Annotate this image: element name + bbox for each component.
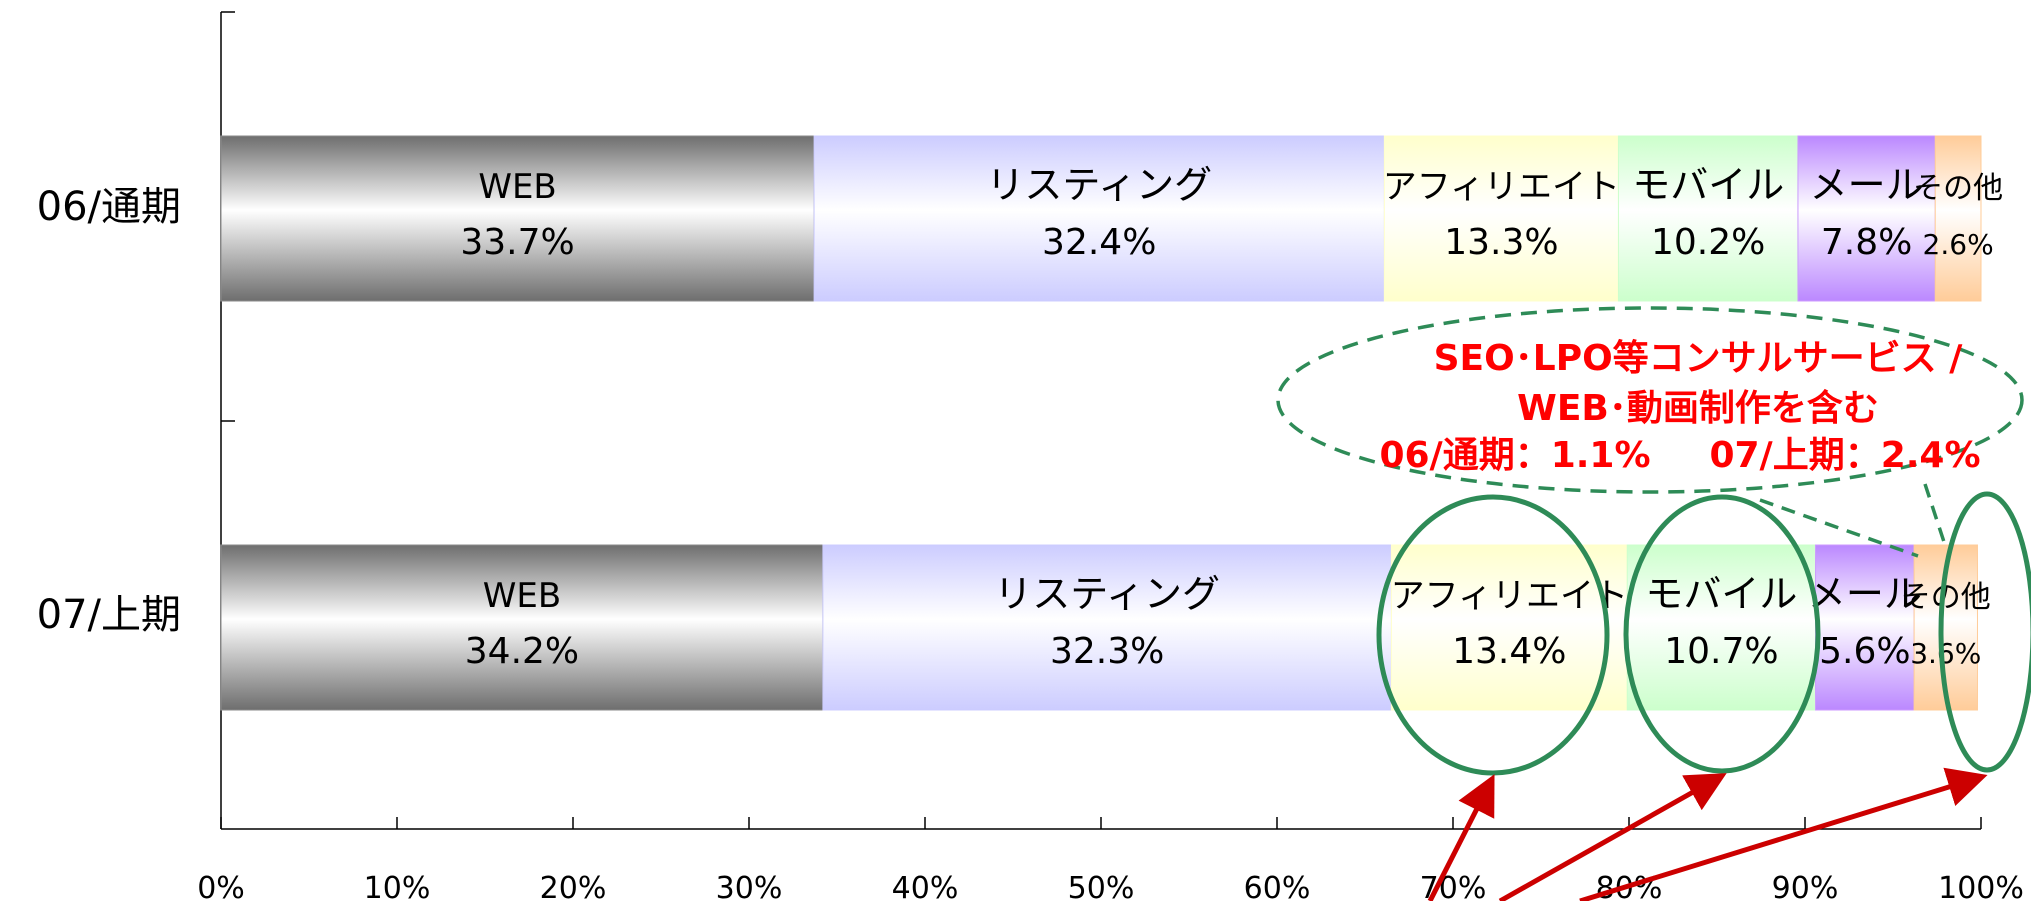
series-name-label: リスティング (994, 572, 1220, 616)
x-tick-label: 40% (892, 871, 959, 901)
bar-segment (1797, 135, 1936, 302)
bar-segment (1626, 544, 1817, 711)
series-name-label: モバイル (1632, 163, 1784, 207)
data-label: 2.6% (1923, 228, 1994, 261)
data-label: 3.6% (1910, 637, 1981, 670)
bar-segment (1934, 135, 1982, 302)
data-label: 5.6% (1819, 631, 1910, 672)
series-name-label: メール (1810, 163, 1924, 207)
x-tick-label: 50% (1068, 871, 1135, 901)
x-tick-label: 0% (197, 871, 245, 901)
data-label: 10.7% (1664, 631, 1778, 672)
x-tick-label: 30% (716, 871, 783, 901)
category-label: 06/通期 (37, 184, 181, 230)
series-name-label: その他 (1913, 171, 2003, 206)
x-tick-label: 60% (1244, 871, 1311, 901)
note-line: SEO･LPO等コンサルサービス / (1434, 338, 1964, 379)
series-name-label: WEB (478, 167, 556, 207)
data-label: 34.2% (465, 631, 579, 672)
red-arrow (1498, 773, 1727, 901)
data-label: 33.7% (460, 222, 574, 263)
x-tick-label: 10% (364, 871, 431, 901)
note-line: 06/通期：1.1% (1379, 435, 1650, 476)
series-name-label: リスティング (986, 163, 1212, 207)
bar-segment (1815, 544, 1915, 711)
bar-segment (1383, 135, 1619, 302)
red-arrow (1579, 767, 1988, 901)
data-label: 10.2% (1651, 222, 1765, 263)
annotations: SEO･LPO等コンサルサービス / WEB･動画制作を含む 06/通期：1.1% 0… (1276, 306, 2031, 901)
note-line: 07/上期：2.4% (1709, 435, 1980, 476)
highlight-circle (1623, 494, 1821, 774)
bars (220, 135, 1982, 711)
x-tick-label: 100% (1938, 871, 2024, 901)
bar-segment (822, 544, 1392, 711)
series-name-label: アフィリエイト (1383, 167, 1620, 207)
note-connector (1923, 483, 1947, 546)
x-tick-label: 20% (540, 871, 607, 901)
data-label: 32.4% (1042, 222, 1156, 263)
segment-labels: WEB 33.7% リスティング 32.4% アフィリエイト 13.3% モバイル 10.2%… (460, 163, 2003, 672)
series-name-label: メール (1808, 572, 1922, 616)
data-label: 13.3% (1444, 222, 1558, 263)
note-line: WEB･動画制作を含む (1517, 388, 1879, 429)
series-name-label: WEB (483, 576, 561, 616)
note-ellipse (1276, 306, 2024, 494)
axes: 0%10%20%30%40%50%60%70%80%90%100%06/通期07… (37, 11, 2024, 901)
x-tick-label: 90% (1772, 871, 1839, 901)
data-label: 7.8% (1821, 222, 1912, 263)
bar-segment (220, 544, 824, 711)
data-label: 32.3% (1050, 631, 1164, 672)
category-label: 07/上期 (37, 592, 181, 638)
bar-segment (813, 135, 1385, 302)
red-arrow (1427, 774, 1495, 901)
note-connector (1759, 498, 1919, 558)
highlight-circle (1376, 494, 1610, 776)
bar-segment (1390, 544, 1628, 711)
data-label: 13.4% (1452, 631, 1566, 672)
bar-segment (220, 135, 815, 302)
series-name-label: アフィリエイト (1391, 576, 1628, 616)
bar-segment (1617, 135, 1799, 302)
series-name-label: モバイル (1645, 572, 1797, 616)
